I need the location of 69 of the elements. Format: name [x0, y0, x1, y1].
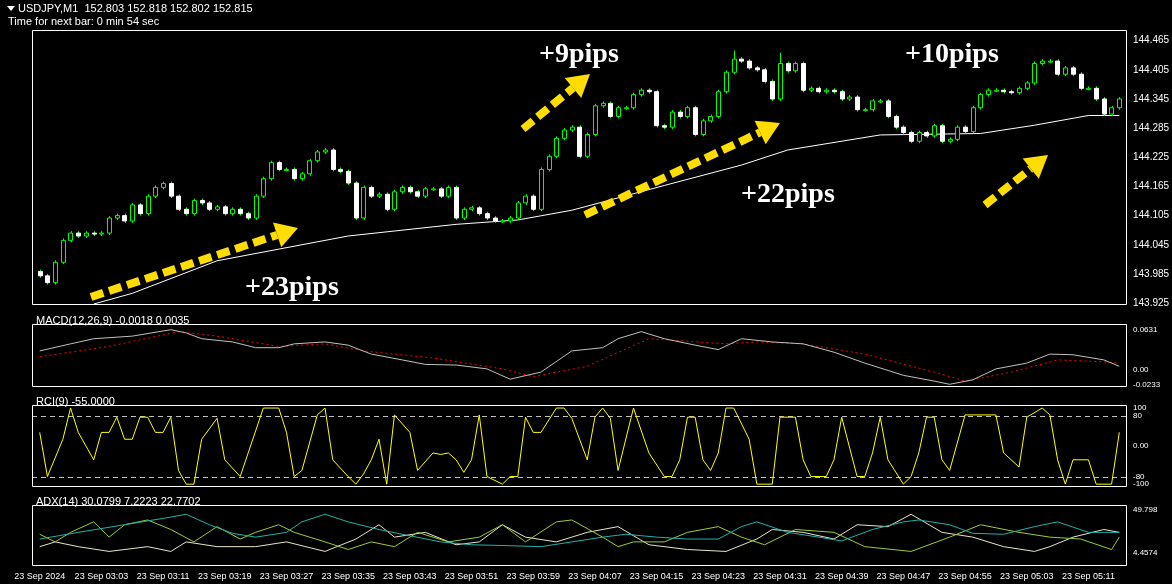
x-tick-label: 23 Sep 04:31: [753, 571, 807, 582]
annotation: +22pips: [741, 177, 835, 208]
x-tick-label: 23 Sep 03:35: [321, 571, 375, 582]
candlestick: [770, 79, 775, 102]
y-tick-label: 0.00: [1133, 441, 1150, 451]
candlestick: [261, 176, 266, 199]
x-tick-label: 23 Sep 03:27: [259, 571, 314, 582]
y-tick-label: 0.0631: [1133, 324, 1159, 334]
candlestick: [670, 109, 675, 130]
x-tick-label: 23 Sep 04:23: [691, 571, 746, 582]
candlestick: [107, 215, 112, 236]
y-tick-label: -100: [1133, 479, 1150, 489]
x-tick-label: 23 Sep 03:59: [506, 571, 561, 582]
x-tick-label: 23 Sep 05:03: [999, 571, 1054, 582]
candlestick: [254, 193, 259, 221]
candlestick: [392, 189, 397, 212]
chart-title: USDJPY,M1 152.803 152.818 152.802 152.815: [18, 2, 253, 15]
candlestick: [971, 105, 976, 134]
y-tick-label: 144.105: [1133, 209, 1170, 221]
x-tick-label: 23 Sep 04:47: [876, 571, 931, 582]
y-tick-label: -80: [1133, 471, 1146, 481]
candlestick: [732, 49, 737, 75]
chart-title: RCI(9) -55.0000: [36, 395, 115, 408]
x-tick-label: 23 Sep 03:19: [198, 571, 252, 582]
x-tick-label: 23 Sep 04:15: [629, 571, 684, 582]
y-tick-label: 49.798: [1133, 504, 1159, 514]
y-tick-label: 143.985: [1133, 267, 1170, 279]
candlestick: [385, 191, 390, 212]
candlestick: [53, 259, 58, 286]
chart-subtitle: Time for next bar: 0 min 54 sec: [8, 15, 160, 28]
x-tick-label: 23 Sep 2024: [14, 571, 66, 582]
candlestick: [1032, 61, 1037, 86]
x-tick-label: 23 Sep 03:43: [383, 571, 437, 582]
candlestick: [940, 123, 945, 144]
candlestick: [886, 98, 891, 119]
candlestick: [724, 69, 729, 95]
x-tick-label: 23 Sep 03:11: [136, 571, 190, 582]
x-tick-label: 23 Sep 03:03: [74, 571, 129, 582]
y-tick-label: 144.405: [1133, 63, 1170, 75]
candlestick: [585, 132, 590, 159]
y-tick-label: 144.285: [1133, 121, 1170, 133]
candlestick: [269, 160, 274, 182]
y-tick-label: 144.165: [1133, 180, 1170, 192]
y-tick-label: 144.465: [1133, 34, 1170, 46]
annotation: +9pips: [539, 37, 619, 68]
y-tick-label: 4.4574: [1133, 548, 1159, 558]
annotation: +10pips: [905, 37, 999, 68]
y-tick-label: 144.345: [1133, 92, 1170, 104]
x-tick-label: 23 Sep 04:55: [938, 571, 992, 582]
candlestick: [554, 135, 559, 159]
candlestick: [516, 200, 521, 221]
candlestick: [146, 193, 151, 217]
candlestick: [130, 202, 135, 224]
x-tick-label: 23 Sep 04:39: [814, 571, 869, 582]
y-tick-label: 100: [1133, 403, 1147, 413]
candlestick: [331, 147, 336, 172]
chart-title: MACD(12,26,9) -0.0018 0.0035: [36, 314, 190, 327]
y-tick-label: 0.00: [1133, 365, 1150, 375]
y-tick-label: 143.925: [1133, 296, 1170, 308]
annotation: +23pips: [245, 270, 339, 301]
x-tick-label: 23 Sep 04:07: [568, 571, 622, 582]
x-tick-label: 23 Sep 03:51: [444, 571, 499, 582]
y-tick-label: -0.0233: [1133, 380, 1161, 390]
y-tick-label: 144.225: [1133, 151, 1170, 163]
y-tick-label: 144.045: [1133, 238, 1170, 250]
x-tick-label: 23 Sep 05:11: [1062, 571, 1115, 582]
y-tick-label: 80: [1133, 410, 1143, 420]
chart-title: ADX(14) 30.0799 7.2223 22.7702: [36, 495, 201, 508]
candlestick: [61, 237, 66, 265]
